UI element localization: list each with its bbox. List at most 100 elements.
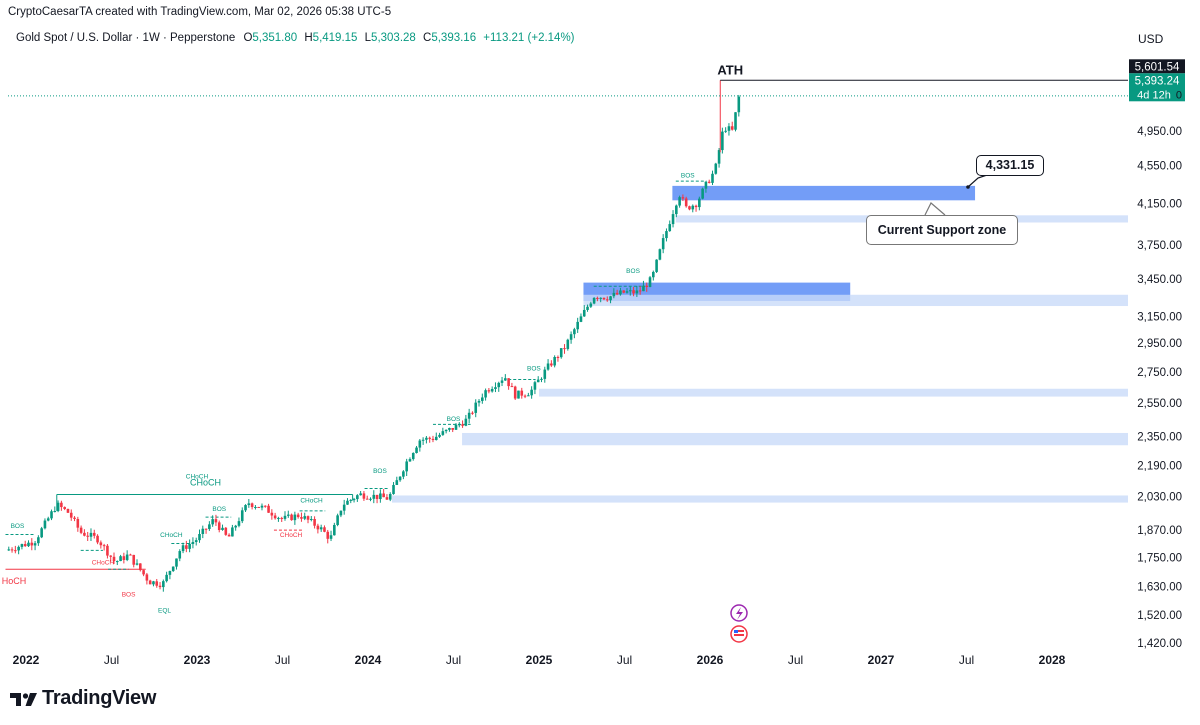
x-tick-3: Jul <box>275 653 290 667</box>
structure-label-1: CHoCH <box>92 559 115 566</box>
price-axis[interactable]: 4,950.00 4,550.00 4,150.00 3,750.00 3,450.00… <box>1137 126 1182 650</box>
candle-body-204 <box>678 197 681 206</box>
support-zone-3[interactable] <box>583 294 1128 307</box>
candle-body-9 <box>37 537 40 544</box>
candle-body-82 <box>277 517 280 519</box>
candle-body-131 <box>438 434 441 437</box>
high-label: H <box>304 32 313 44</box>
candle-body-76 <box>257 506 260 508</box>
candle-body-37 <box>129 554 132 556</box>
candle-body-86 <box>290 514 293 521</box>
candle-body-162 <box>540 378 543 380</box>
candle-body-45 <box>155 581 159 586</box>
candle-body-44 <box>152 581 155 585</box>
candle-body-208 <box>691 205 695 210</box>
candle-body-29 <box>102 545 106 547</box>
candle-body-101 <box>339 510 343 516</box>
support-zone-pointer <box>924 202 946 216</box>
structure-label-13: BOS <box>681 172 695 179</box>
y-tick-10: 2,190.00 <box>1137 460 1182 472</box>
candle-body-42 <box>145 574 149 581</box>
structure-label-9: BOS <box>373 468 387 475</box>
y-tick-0: 4,950.00 <box>1137 126 1182 138</box>
ath-price-text: 5,601.54 <box>1135 61 1180 73</box>
candle-body-152 <box>507 378 510 387</box>
candle-body-123 <box>411 453 415 460</box>
candle-body-32 <box>112 556 116 562</box>
x-tick-10: 2027 <box>868 653 895 667</box>
candle-body-87 <box>293 514 297 521</box>
close-label: C <box>423 32 432 44</box>
currency-label[interactable]: USD <box>1138 32 1164 46</box>
tradingview-logo[interactable]: TradingView <box>10 687 156 710</box>
structure-label-8: CHoCH <box>300 498 323 505</box>
candle-body-165 <box>550 363 553 366</box>
low-value: 5,303.28 <box>371 32 416 44</box>
candle-body-47 <box>162 581 165 588</box>
support-zone-0[interactable] <box>672 185 976 201</box>
candle-body-220 <box>730 126 734 130</box>
candle-body-31 <box>109 555 113 557</box>
candle-body-79 <box>267 505 270 513</box>
candle-body-142 <box>474 402 478 413</box>
candle-body-3 <box>17 546 20 551</box>
structure-label-12: BOS <box>626 268 640 275</box>
support-zone-4[interactable] <box>539 388 1128 397</box>
y-tick-15: 1,520.00 <box>1137 610 1182 622</box>
candle-body-68 <box>231 527 234 537</box>
structure-label-5: CHoCH <box>186 474 209 481</box>
candle-body-193 <box>642 285 645 292</box>
symbol-name[interactable]: Gold Spot / U.S. Dollar · 1W · Peppersto… <box>16 32 236 44</box>
support-value-text: 4,331.15 <box>985 158 1035 172</box>
candle-body-217 <box>721 131 724 151</box>
time-axis[interactable]: 2022 Jul 2023 Jul 2024 Jul 2025 Jul 2026 Jul 2027 J… <box>13 653 1066 667</box>
candle-body-95 <box>319 527 323 530</box>
candle-body-190 <box>632 290 635 294</box>
candle-body-108 <box>362 493 366 499</box>
y-tick-14: 1,630.00 <box>1137 581 1182 593</box>
countdown-text: 4d 12h <box>1137 89 1171 101</box>
support-zone-6[interactable] <box>391 495 1128 503</box>
symbol-legend: Gold Spot / U.S. Dollar · 1W · Peppersto… <box>16 32 575 44</box>
candle-body-66 <box>224 527 228 535</box>
y-tick-4: 3,450.00 <box>1137 274 1182 286</box>
candle-body-210 <box>698 198 701 208</box>
candle-body-132 <box>441 431 445 435</box>
candle-body-81 <box>273 515 277 519</box>
candle-body-94 <box>316 525 320 530</box>
candle-body-179 <box>596 297 599 299</box>
candle-body-56 <box>191 542 195 544</box>
candle-body-183 <box>609 296 612 301</box>
support-zone-5[interactable] <box>462 432 1128 446</box>
candle-body-63 <box>214 519 218 523</box>
tradingview-wordmark: TradingView <box>42 687 157 709</box>
candle-body-107 <box>359 493 362 496</box>
candle-body-54 <box>185 545 188 549</box>
candle-body-189 <box>628 290 632 292</box>
candle-body-192 <box>638 290 642 292</box>
structure-label-10: BOS <box>447 416 461 423</box>
candle-body-219 <box>727 126 731 131</box>
candle-body-206 <box>684 198 688 207</box>
candle-body-188 <box>625 291 629 293</box>
support-zone-callout[interactable]: Current Support zone <box>866 215 1018 245</box>
y-tick-9: 2,350.00 <box>1137 431 1182 443</box>
candle-body-111 <box>372 494 376 499</box>
candle-body-199 <box>661 238 665 250</box>
x-tick-2: 2023 <box>184 653 211 667</box>
overlays: ATH 5,601.54 5,393.24 4d 12h 0 <box>8 59 1185 643</box>
x-tick-5: Jul <box>446 653 461 667</box>
candle-body-39 <box>135 563 139 565</box>
candle-body-158 <box>527 395 530 397</box>
candle-body-89 <box>300 517 303 519</box>
chart-credit: CryptoCaesarTA created with TradingView.… <box>8 6 392 18</box>
candle-body-103 <box>346 500 349 505</box>
candle-body-71 <box>240 510 244 522</box>
candle-body-173 <box>576 321 579 330</box>
candle-body-73 <box>247 503 251 506</box>
candle-body-97 <box>326 531 330 539</box>
candle-body-156 <box>520 390 524 396</box>
support-value-callout[interactable]: 4,331.15 <box>976 155 1044 176</box>
candle-body-122 <box>408 459 412 462</box>
